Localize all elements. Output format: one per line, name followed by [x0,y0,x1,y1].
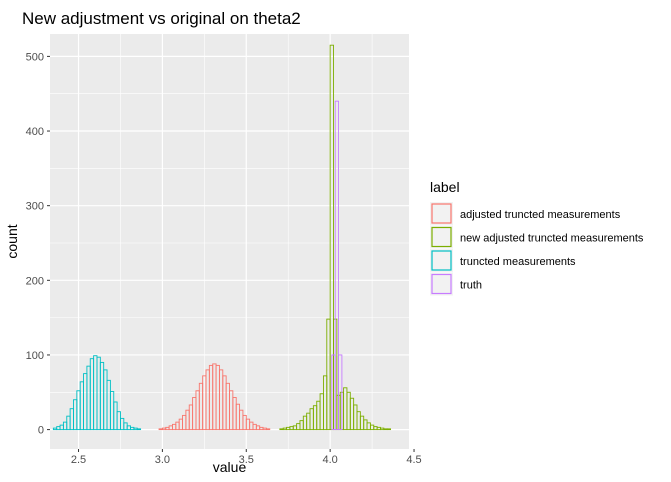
legend: label adjusted truncted measurements new … [430,179,644,296]
legend-label: truncted measurements [460,256,576,268]
series-truncted-measurements [52,355,142,431]
plot-panel [50,34,409,449]
x-tick-label: 4.0 [323,454,338,466]
legend-key-background [430,225,453,249]
legend-label: truth [460,280,482,292]
legend-key [431,226,452,248]
histogram-bar [158,428,163,431]
chart-title: New adjustment vs original on theta2 [22,9,301,28]
y-tick-label: 300 [26,201,44,213]
histogram-bar [265,428,271,431]
legend-key-background [430,202,453,225]
legend-title: label [430,179,460,195]
legend-key [431,273,452,295]
histogram-bar [279,428,284,431]
legend-key-background [430,249,453,272]
legend-key [431,203,452,224]
legend-item: truncted measurements [430,249,576,272]
y-tick-label: 0 [38,425,44,437]
y-tick-label: 200 [26,275,44,287]
y-tick-label: 400 [26,126,44,138]
x-axis-title: value [213,459,247,475]
y-tick-label: 100 [26,350,44,362]
legend-label: adjusted truncted measurements [460,209,621,221]
legend-item: truth [430,272,482,296]
series-truth [331,100,343,431]
x-tick-label: 3.0 [155,454,170,466]
legend-item: new adjusted truncted measurements [430,225,644,249]
legend-key-background [430,272,453,296]
x-tick-label: 2.5 [71,454,86,466]
histogram-bar [383,428,388,431]
x-tick-label: 3.5 [239,454,254,466]
legend-key [431,250,452,271]
series-adjusted-truncted-measurements [158,363,271,431]
histogram-bars [52,44,391,431]
y-axis-title: count [4,224,20,258]
legend-label: new adjusted truncted measurements [460,233,644,245]
histogram-bar [338,354,343,431]
histogram-bar [334,100,339,431]
x-tick-label: 4.5 [406,454,421,466]
histogram-bar [386,428,391,431]
minor-grid [50,34,409,449]
y-tick-label: 500 [26,51,44,63]
legend-item: adjusted truncted measurements [430,202,621,225]
y-axis-ticks: 0 100 200 300 400 500 [26,51,50,437]
histogram-bar [136,428,142,431]
x-axis-ticks: 2.5 3.0 3.5 4.0 4.5 [71,449,422,466]
